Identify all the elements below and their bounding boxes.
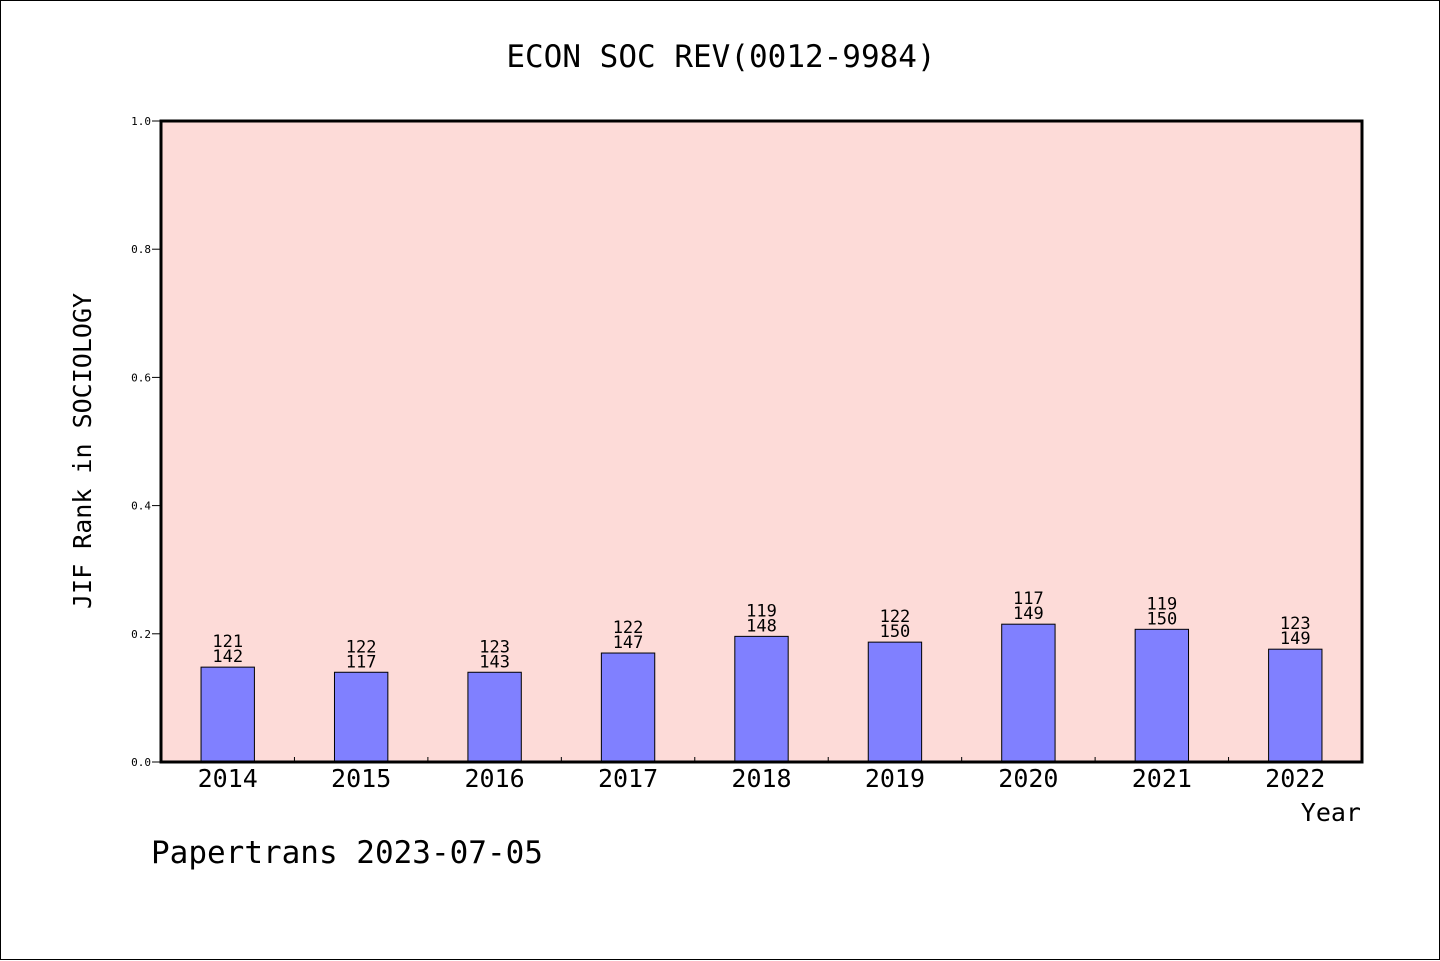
x-tick-label: 2017: [598, 764, 658, 793]
bar-label-bottom: 150: [1146, 609, 1177, 629]
bar-label-top: 122: [613, 618, 644, 638]
chart-title: ECON SOC REV(0012-9984): [506, 39, 935, 75]
bar-2015: [333, 671, 389, 763]
bar-label-top: 119: [746, 601, 777, 621]
y-tick-label: 0.8: [131, 243, 151, 256]
plot-border: [159, 119, 1364, 764]
bar-label-bottom: 149: [1280, 629, 1311, 649]
x-tick-label: 2019: [865, 764, 925, 793]
bar-2018: [734, 635, 789, 763]
bar-label-bottom: 117: [346, 652, 377, 672]
bar-label-bottom: 149: [1013, 604, 1044, 624]
y-axis-label: JIF Rank in SOCIOLOGY: [68, 293, 97, 609]
bar-label-top: 123: [1280, 614, 1311, 634]
bar-label-top: 119: [1146, 594, 1177, 614]
y-tick-label: 1.0: [131, 115, 151, 128]
bar-label-top: 122: [880, 607, 911, 627]
bar-label-top: 123: [479, 637, 510, 657]
bar-2019: [867, 641, 923, 763]
bar-label-bottom: 142: [212, 647, 243, 667]
bar-label-bottom: 150: [880, 622, 911, 642]
bar-2014: [200, 666, 255, 763]
bar-label-bottom: 148: [746, 616, 777, 636]
y-tick-label: 0.4: [131, 500, 151, 513]
bar-2021: [1134, 628, 1190, 763]
bar-2016: [467, 671, 522, 763]
y-tick-label: 0.6: [131, 371, 151, 384]
bar-label-bottom: 143: [479, 652, 510, 672]
bar-label-top: 117: [1013, 589, 1044, 609]
x-tick-label: 2016: [465, 764, 525, 793]
x-tick-label: 2022: [1265, 764, 1325, 793]
bar-label-bottom: 147: [613, 633, 644, 653]
x-tick-label: 2020: [998, 764, 1058, 793]
ticks-layer: 0.0 0.2 0.4 0.6 0.8 1.0 2014 2015 2016 2017 2018 20…: [131, 115, 1325, 793]
x-tick-label: 2018: [731, 764, 791, 793]
x-tick-label: 2021: [1132, 764, 1192, 793]
bar-2022: [1268, 648, 1323, 763]
bar-2020: [1001, 623, 1056, 763]
bar-2017: [600, 652, 656, 763]
y-tick-label: 0.2: [131, 628, 151, 641]
x-axis-label: Year: [1301, 798, 1361, 827]
footer-note: Papertrans 2023-07-05: [151, 835, 543, 871]
x-tick-label: 2015: [331, 764, 391, 793]
bar-label-top: 121: [212, 632, 243, 652]
bar-label-top: 122: [346, 637, 377, 657]
y-tick-label: 0.0: [131, 756, 151, 769]
x-tick-label: 2014: [198, 764, 258, 793]
